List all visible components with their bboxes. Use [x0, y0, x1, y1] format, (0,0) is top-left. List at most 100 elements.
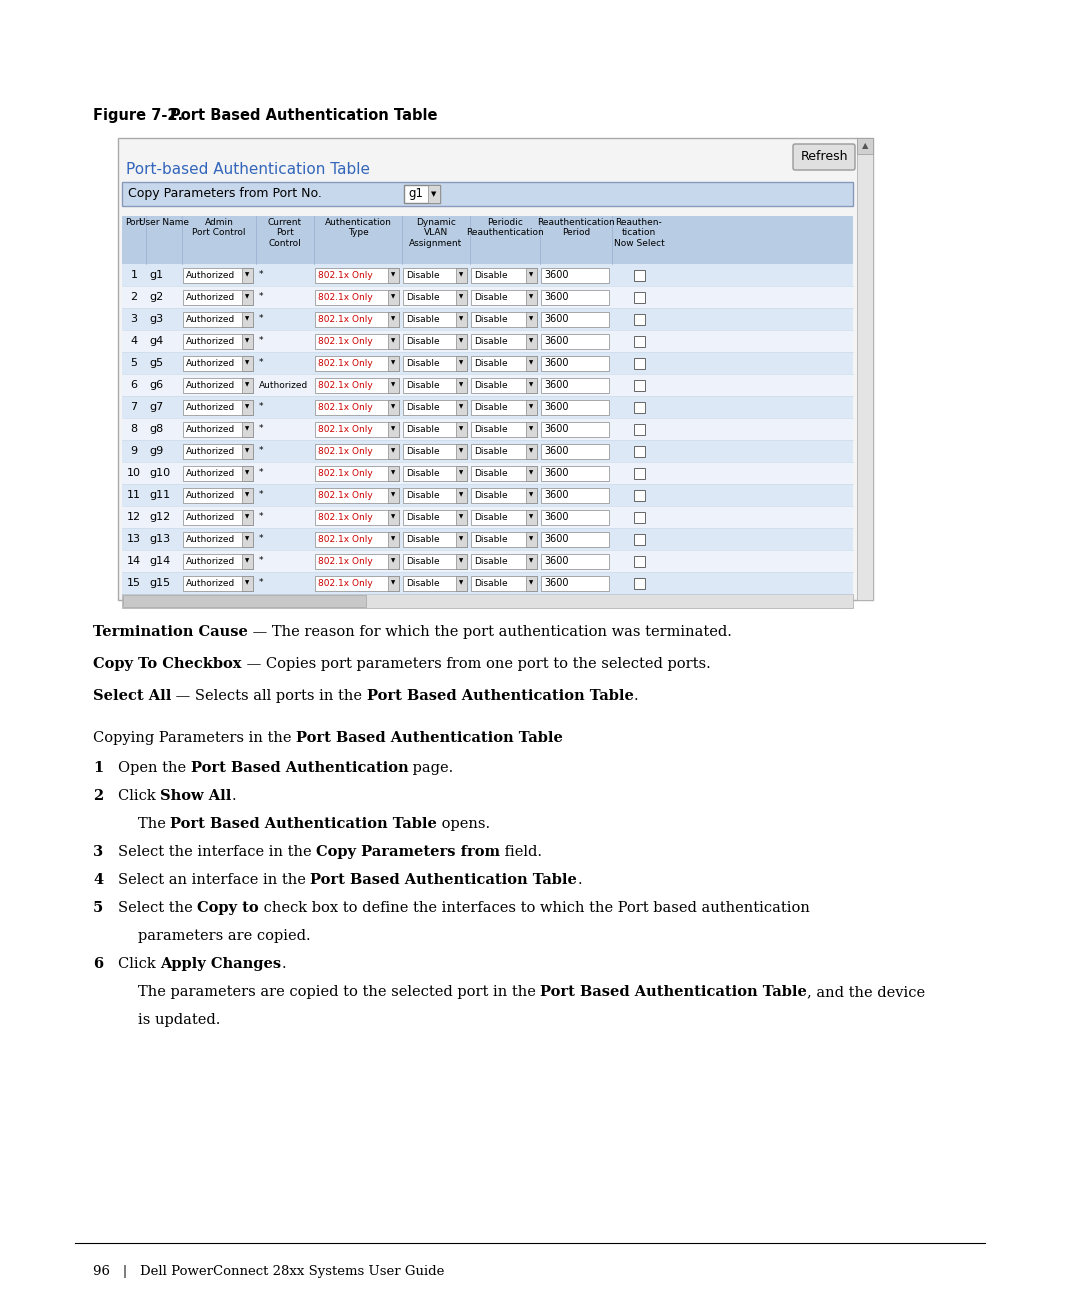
Text: Copy to: Copy to [198, 901, 259, 915]
Text: ▼: ▼ [459, 581, 463, 586]
Text: Authorized: Authorized [186, 512, 235, 521]
Text: 802.1x Only: 802.1x Only [318, 293, 373, 302]
Text: ▼: ▼ [245, 382, 249, 388]
Text: Port Based Authentication: Port Based Authentication [191, 761, 408, 775]
FancyBboxPatch shape [456, 553, 467, 569]
FancyBboxPatch shape [242, 465, 253, 481]
Text: 802.1x Only: 802.1x Only [318, 381, 373, 390]
FancyBboxPatch shape [403, 267, 467, 283]
Text: Select the interface in the: Select the interface in the [118, 845, 316, 859]
Text: Copying Parameters in the: Copying Parameters in the [93, 731, 296, 745]
Text: Authorized: Authorized [186, 578, 235, 587]
FancyBboxPatch shape [403, 487, 467, 503]
Text: 10: 10 [127, 468, 141, 478]
FancyBboxPatch shape [526, 399, 537, 415]
FancyBboxPatch shape [183, 399, 253, 415]
FancyBboxPatch shape [242, 443, 253, 459]
Text: Disable: Disable [474, 578, 508, 587]
FancyBboxPatch shape [315, 553, 399, 569]
FancyBboxPatch shape [526, 509, 537, 525]
FancyBboxPatch shape [315, 399, 399, 415]
FancyBboxPatch shape [388, 355, 399, 371]
FancyBboxPatch shape [122, 181, 853, 206]
Text: — Selects all ports in the: — Selects all ports in the [172, 689, 367, 702]
Text: ▼: ▼ [391, 272, 395, 277]
FancyBboxPatch shape [388, 267, 399, 283]
Text: 802.1x Only: 802.1x Only [318, 271, 373, 280]
Text: 1: 1 [131, 270, 137, 280]
Text: Disable: Disable [474, 425, 508, 433]
Text: Disable: Disable [406, 578, 440, 587]
Text: ▼: ▼ [459, 559, 463, 564]
FancyBboxPatch shape [242, 553, 253, 569]
FancyBboxPatch shape [456, 575, 467, 591]
Text: Port Based Authentication Table: Port Based Authentication Table [296, 731, 563, 745]
Text: ▼: ▼ [529, 470, 534, 476]
Text: ▼: ▼ [529, 338, 534, 343]
Text: g14: g14 [149, 556, 171, 566]
FancyBboxPatch shape [526, 575, 537, 591]
FancyBboxPatch shape [541, 443, 609, 459]
FancyBboxPatch shape [242, 531, 253, 547]
Text: is updated.: is updated. [138, 1013, 220, 1026]
FancyBboxPatch shape [858, 137, 873, 154]
Text: 3: 3 [93, 845, 103, 859]
Text: Disable: Disable [474, 512, 508, 521]
Text: Disable: Disable [406, 447, 440, 455]
FancyBboxPatch shape [541, 465, 609, 481]
Text: *: * [259, 490, 264, 499]
Text: g11: g11 [149, 490, 171, 500]
Text: ▼: ▼ [245, 426, 249, 432]
FancyBboxPatch shape [242, 487, 253, 503]
Text: ▼: ▼ [391, 515, 395, 520]
Text: ▼: ▼ [459, 404, 463, 410]
Text: Disable: Disable [406, 556, 440, 565]
Text: Port Based Authentication Table: Port Based Authentication Table [540, 985, 808, 999]
FancyBboxPatch shape [634, 292, 645, 302]
FancyBboxPatch shape [183, 487, 253, 503]
Text: 2: 2 [131, 292, 137, 302]
Text: ▼: ▼ [391, 581, 395, 586]
FancyBboxPatch shape [315, 355, 399, 371]
Text: 3600: 3600 [544, 468, 568, 478]
Text: The parameters are copied to the selected port in the: The parameters are copied to the selecte… [138, 985, 540, 999]
Text: Copy Parameters from: Copy Parameters from [316, 845, 500, 859]
Text: Current
Port
Control: Current Port Control [268, 218, 302, 248]
Text: Disable: Disable [406, 468, 440, 477]
Text: 12: 12 [127, 512, 141, 522]
FancyBboxPatch shape [315, 377, 399, 393]
FancyBboxPatch shape [526, 333, 537, 349]
Text: Authorized: Authorized [186, 490, 235, 499]
Text: g13: g13 [149, 534, 171, 544]
FancyBboxPatch shape [456, 311, 467, 327]
FancyBboxPatch shape [122, 550, 853, 572]
Text: ▼: ▼ [529, 426, 534, 432]
Text: ▼: ▼ [529, 537, 534, 542]
FancyBboxPatch shape [388, 377, 399, 393]
FancyBboxPatch shape [634, 358, 645, 368]
FancyBboxPatch shape [122, 572, 853, 594]
Text: ▼: ▼ [245, 470, 249, 476]
FancyBboxPatch shape [315, 465, 399, 481]
FancyBboxPatch shape [541, 575, 609, 591]
Text: g1: g1 [149, 270, 163, 280]
Text: Disable: Disable [406, 337, 440, 346]
Text: 4: 4 [93, 874, 103, 886]
Text: ▼: ▼ [459, 426, 463, 432]
Text: g2: g2 [149, 292, 163, 302]
FancyBboxPatch shape [456, 531, 467, 547]
FancyBboxPatch shape [541, 289, 609, 305]
Text: ▼: ▼ [245, 559, 249, 564]
Text: *: * [259, 512, 264, 521]
Text: *: * [259, 468, 264, 477]
Text: 13: 13 [127, 534, 141, 544]
Text: ▼: ▼ [459, 515, 463, 520]
FancyBboxPatch shape [122, 419, 853, 441]
FancyBboxPatch shape [403, 531, 467, 547]
Text: ▼: ▼ [529, 581, 534, 586]
Text: ▼: ▼ [391, 448, 395, 454]
FancyBboxPatch shape [315, 443, 399, 459]
FancyBboxPatch shape [456, 355, 467, 371]
Text: Disable: Disable [474, 403, 508, 412]
Text: Click: Click [118, 789, 160, 804]
